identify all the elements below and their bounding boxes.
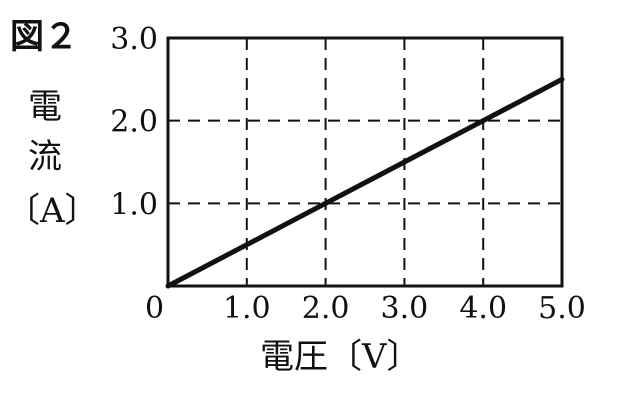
y-tick-labels: 1.0 2.0 3.0	[110, 22, 158, 222]
y-axis-title-line-2: 流	[28, 137, 62, 177]
x-axis-title: 電圧〔V〕	[260, 337, 421, 377]
y-tick-label-1: 2.0	[110, 105, 158, 140]
series-layer	[165, 76, 565, 289]
x-tick-label-3: 4.0	[459, 291, 507, 326]
x-tick-label-1: 2.0	[302, 291, 350, 326]
x-tick-label-4: 5.0	[538, 291, 586, 326]
y-tick-label-0: 1.0	[110, 187, 158, 222]
y-axis-title-line-3: 〔A〕	[6, 191, 99, 231]
grid-layer	[168, 38, 562, 286]
y-tick-label-2: 3.0	[110, 22, 158, 57]
origin-label: 0	[145, 291, 164, 326]
y-axis-title-line-1: 電	[28, 87, 62, 127]
x-tick-labels: 1.0 2.0 3.0 4.0 5.0	[223, 291, 586, 326]
x-tick-label-0: 1.0	[223, 291, 271, 326]
figure-label: 図２	[10, 17, 78, 57]
plot-frame	[166, 36, 564, 288]
x-tick-label-2: 3.0	[381, 291, 429, 326]
series-line-0	[165, 76, 565, 289]
